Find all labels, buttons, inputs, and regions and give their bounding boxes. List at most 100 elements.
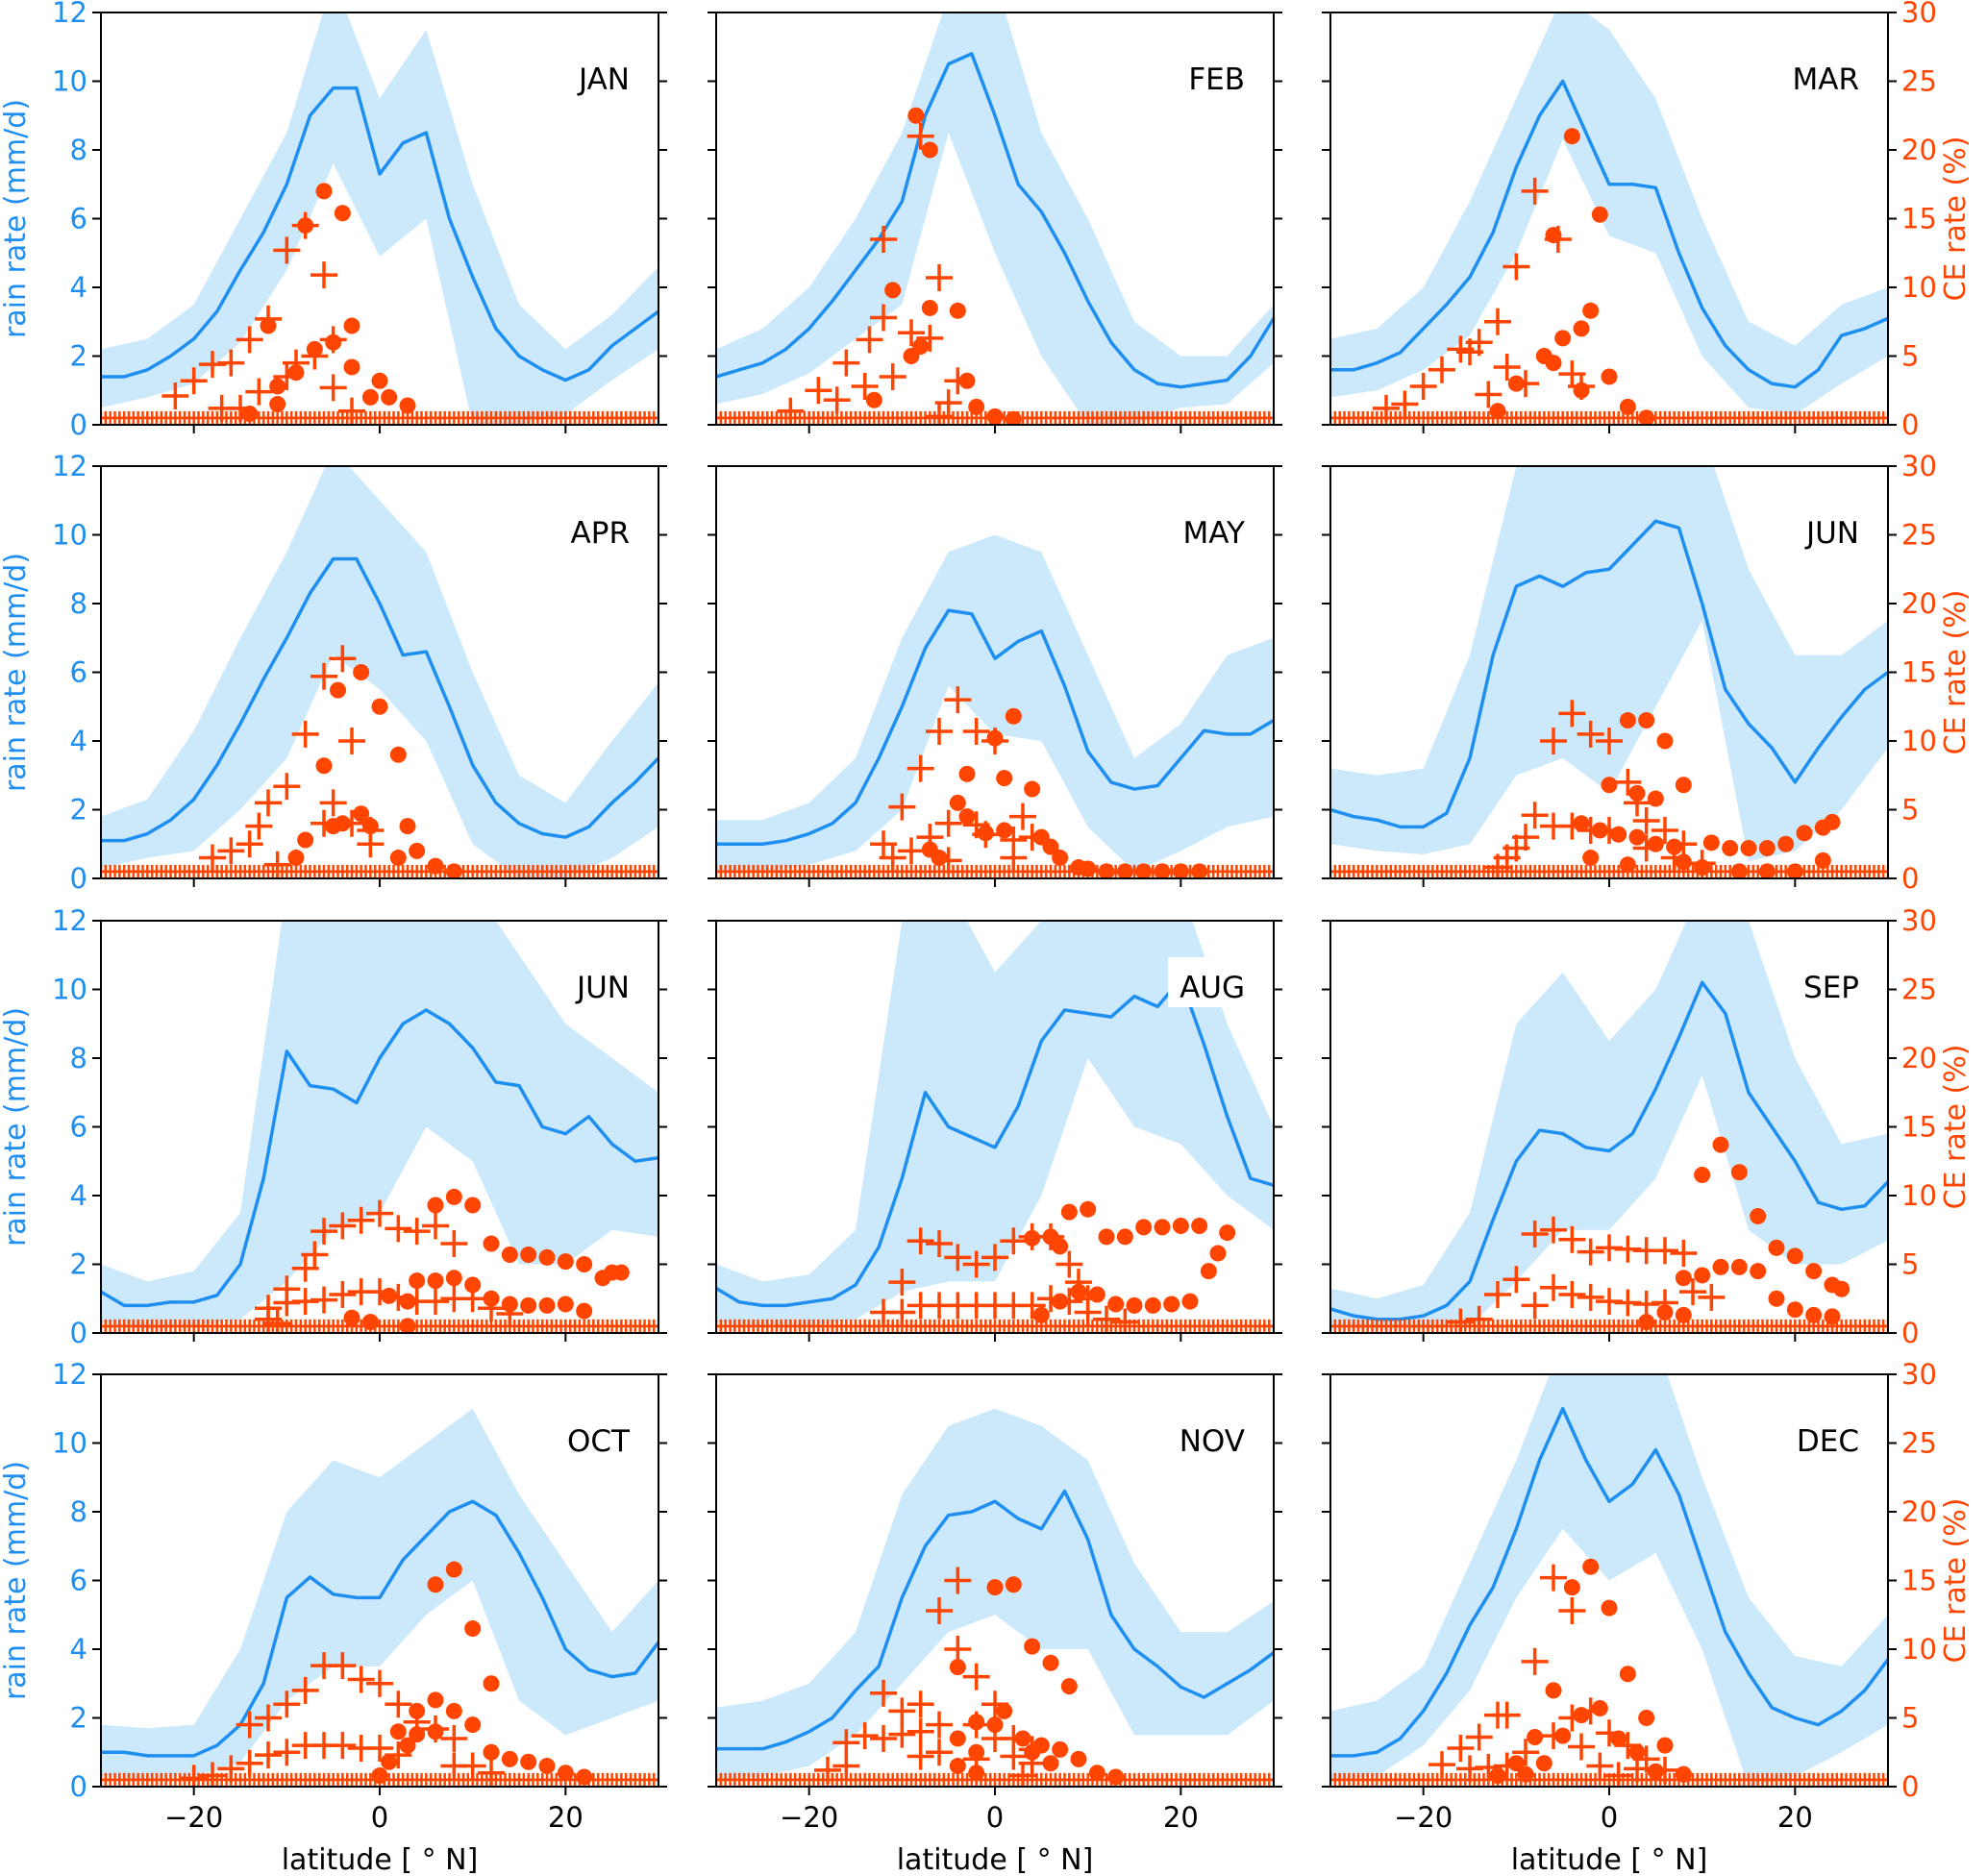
circle-marker xyxy=(865,391,882,408)
plus-marker xyxy=(329,1280,357,1308)
month-label: FEB xyxy=(1188,62,1245,97)
circle-marker xyxy=(1712,1136,1729,1153)
circle-marker xyxy=(1219,1224,1236,1242)
circle-marker xyxy=(1172,1217,1189,1234)
circle-marker xyxy=(297,831,314,849)
circle-marker xyxy=(1070,1283,1087,1300)
rain-spread-band xyxy=(1330,12,1888,415)
circle-marker xyxy=(1656,732,1674,750)
circle-marker xyxy=(1545,1682,1562,1699)
plus-marker xyxy=(236,326,263,354)
plus-marker xyxy=(1577,1238,1604,1266)
rain-spread-band xyxy=(716,534,1274,872)
plus-marker xyxy=(366,1669,393,1697)
plus-marker xyxy=(926,1596,953,1624)
month-label: JUN xyxy=(1804,516,1859,551)
circle-marker xyxy=(1675,1765,1692,1783)
plus-marker xyxy=(1074,1298,1102,1326)
circle-marker xyxy=(996,1702,1013,1719)
y-right-tick-label: 0 xyxy=(1901,408,1919,441)
mean-rain-line xyxy=(716,1489,1274,1751)
panel-mar: MAR 0 5 10 15 20 25 30 CE rate (%) xyxy=(1322,0,1973,441)
circle-marker xyxy=(986,407,1004,425)
circle-marker xyxy=(1052,1740,1069,1758)
y-right-tick-label: 30 xyxy=(1901,0,1937,29)
circle-marker xyxy=(1694,859,1711,876)
circle-marker xyxy=(996,822,1013,839)
plus-marker xyxy=(805,377,832,405)
circle-marker xyxy=(445,1270,462,1287)
circle-marker xyxy=(1042,838,1059,855)
baseline-plus-marker xyxy=(1270,410,1274,425)
plus-marker xyxy=(310,662,337,690)
circle-marker xyxy=(501,1296,518,1313)
circle-marker xyxy=(986,1579,1004,1596)
circle-marker xyxy=(464,1197,482,1214)
plus-marker xyxy=(1465,1305,1493,1333)
month-label: JUN xyxy=(575,971,630,1005)
circle-marker xyxy=(1750,1263,1767,1280)
plus-marker xyxy=(1373,394,1400,422)
rain-spread-band xyxy=(1330,1374,1888,1787)
circle-marker xyxy=(483,1675,500,1692)
plus-marker xyxy=(385,1691,412,1718)
y-left-tick-label: 8 xyxy=(70,1495,87,1528)
y-left-tick-label: 4 xyxy=(70,1633,87,1666)
plus-marker xyxy=(1484,308,1511,335)
y-right-tick-label: 30 xyxy=(1901,904,1937,937)
month-label: SEP xyxy=(1803,971,1859,1005)
circle-marker xyxy=(1582,302,1600,319)
circle-marker xyxy=(1675,1306,1692,1323)
circle-marker xyxy=(1005,410,1022,425)
circle-marker xyxy=(427,1576,444,1593)
plus-marker xyxy=(310,1218,337,1246)
plus-marker xyxy=(310,261,337,289)
circle-marker xyxy=(1740,840,1757,857)
circle-marker xyxy=(343,1309,360,1326)
plus-marker xyxy=(478,1759,505,1787)
circle-marker xyxy=(1619,712,1636,729)
circle-marker xyxy=(1619,1666,1636,1683)
circle-marker xyxy=(538,1248,556,1266)
circle-marker xyxy=(315,757,333,775)
circle-marker xyxy=(576,1302,593,1320)
circle-marker xyxy=(1116,1228,1133,1246)
x-tick-label: 20 xyxy=(548,1801,584,1834)
y-left-tick-label: 8 xyxy=(70,1042,87,1074)
circle-marker xyxy=(958,808,976,826)
plus-marker xyxy=(981,1244,1008,1271)
circle-marker xyxy=(1554,330,1572,347)
circle-marker xyxy=(445,1561,462,1578)
plus-marker xyxy=(888,1720,916,1748)
plus-marker xyxy=(907,1717,934,1745)
circle-marker xyxy=(921,299,938,316)
plus-marker xyxy=(338,728,365,754)
circle-marker xyxy=(409,1702,426,1719)
y-left-tick-label: 10 xyxy=(52,65,87,98)
circle-marker xyxy=(1768,1239,1785,1256)
plus-marker xyxy=(385,1215,412,1243)
plus-marker xyxy=(1540,1273,1567,1301)
plus-marker xyxy=(1596,728,1623,754)
plus-marker xyxy=(1000,1227,1028,1255)
circle-marker xyxy=(1191,863,1208,878)
x-axis-label: latitude [ ° N] xyxy=(1511,1843,1708,1876)
x-tick-label: 0 xyxy=(1601,1801,1618,1834)
circle-marker xyxy=(343,317,360,334)
rain-spread-band xyxy=(716,921,1274,1326)
plus-marker xyxy=(199,844,226,872)
circle-marker xyxy=(427,1691,444,1709)
y-right-tick-label: 15 xyxy=(1901,1111,1937,1144)
y-right-tick-label: 5 xyxy=(1901,340,1919,373)
plus-marker xyxy=(199,1762,226,1787)
y-right-tick-label: 5 xyxy=(1901,1702,1919,1735)
plus-marker xyxy=(1652,1237,1678,1265)
x-tick-label: −20 xyxy=(164,1801,223,1834)
plus-marker xyxy=(357,830,385,858)
circle-marker xyxy=(1730,1164,1748,1181)
circle-marker xyxy=(986,729,1004,747)
plus-marker xyxy=(926,263,953,291)
circle-marker xyxy=(381,388,398,406)
baseline-plus-marker xyxy=(655,864,658,878)
circle-marker xyxy=(1098,863,1115,878)
